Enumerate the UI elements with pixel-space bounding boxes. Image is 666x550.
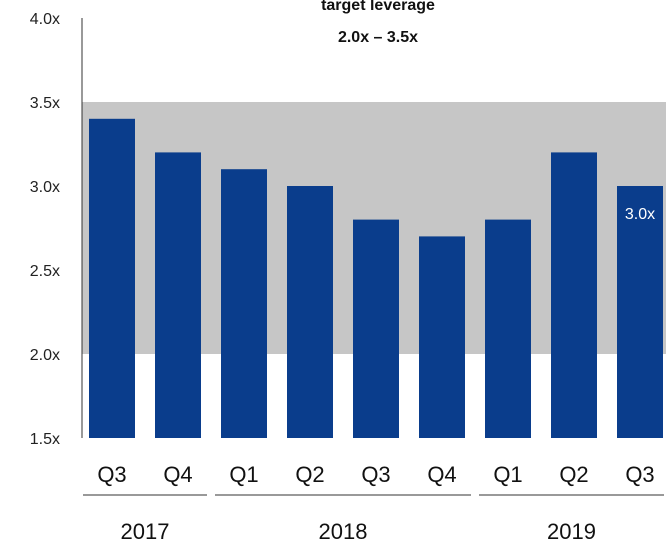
category-label: Q1	[493, 462, 522, 487]
y-tick-label: 2.5x	[30, 263, 60, 280]
category-label: Q1	[229, 462, 258, 487]
target-band-range: 2.0x – 3.5x	[338, 29, 418, 46]
bar	[617, 186, 663, 438]
category-label: Q3	[625, 462, 654, 487]
category-label: Q3	[361, 462, 390, 487]
bar	[89, 118, 135, 439]
y-tick-label: 2.0x	[30, 347, 60, 364]
bar	[353, 219, 399, 438]
year-label: 2017	[121, 519, 170, 544]
bar	[485, 219, 531, 438]
year-label: 2019	[547, 519, 596, 544]
target-band-title: target leverage	[321, 0, 435, 14]
axis-layer	[81, 18, 664, 496]
category-label: Q4	[427, 462, 456, 487]
bar	[155, 152, 201, 438]
bar	[419, 236, 465, 438]
y-tick-label: 1.5x	[30, 431, 60, 448]
category-label: Q4	[163, 462, 192, 487]
bar-layer	[89, 118, 663, 439]
y-tick-label: 4.0x	[30, 11, 60, 28]
y-tick-label: 3.5x	[30, 95, 60, 112]
bar	[287, 186, 333, 438]
label-layer: target leverage 2.0x – 3.5x Q3 Q4 Q1 Q2 Q3 Q4 Q1…	[30, 0, 655, 544]
y-tick-label: 3.0x	[30, 179, 60, 196]
category-label: Q3	[97, 462, 126, 487]
category-label: Q2	[295, 462, 324, 487]
bar	[551, 152, 597, 438]
bar	[221, 169, 267, 438]
year-label: 2018	[319, 519, 368, 544]
category-label: Q2	[559, 462, 588, 487]
data-label: 3.0x	[625, 206, 655, 223]
